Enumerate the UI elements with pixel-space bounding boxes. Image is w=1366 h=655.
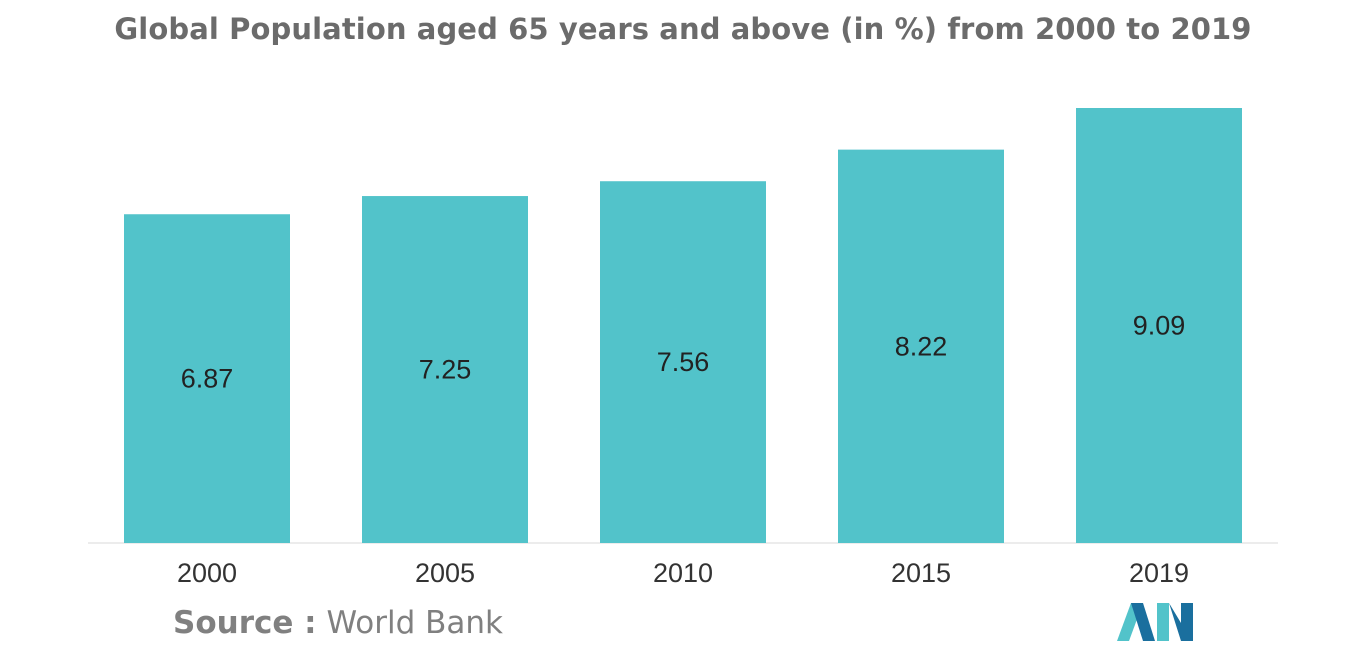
bar-2019 [1076, 108, 1242, 543]
source-note: Source : World Bank [173, 605, 503, 641]
x-tick-label-2000: 2000 [177, 558, 237, 588]
x-tick-label-2010: 2010 [653, 558, 713, 588]
data-label-2000: 6.87 [181, 364, 234, 394]
bar-2005 [362, 196, 528, 544]
chart-title: Global Population aged 65 years and abov… [114, 12, 1252, 46]
x-tick-labels-group: 2000 2005 2010 2015 2019 [177, 558, 1189, 588]
data-label-2005: 7.25 [419, 355, 472, 385]
bar-2015 [838, 149, 1004, 543]
bar-2010 [600, 181, 766, 543]
data-label-2010: 7.56 [657, 347, 710, 377]
x-tick-label-2015: 2015 [891, 558, 951, 588]
source-label: Source : [173, 605, 317, 641]
mordor-intelligence-logo-icon [1117, 603, 1193, 641]
bar-2000 [124, 214, 290, 544]
bars-group [124, 108, 1242, 544]
data-label-2015: 8.22 [895, 331, 948, 361]
data-labels-group: 6.87 7.25 7.56 8.22 9.09 [181, 311, 1186, 394]
x-tick-label-2005: 2005 [415, 558, 475, 588]
data-label-2019: 9.09 [1133, 311, 1186, 341]
source-value: World Bank [326, 605, 503, 641]
x-tick-label-2019: 2019 [1129, 558, 1189, 588]
